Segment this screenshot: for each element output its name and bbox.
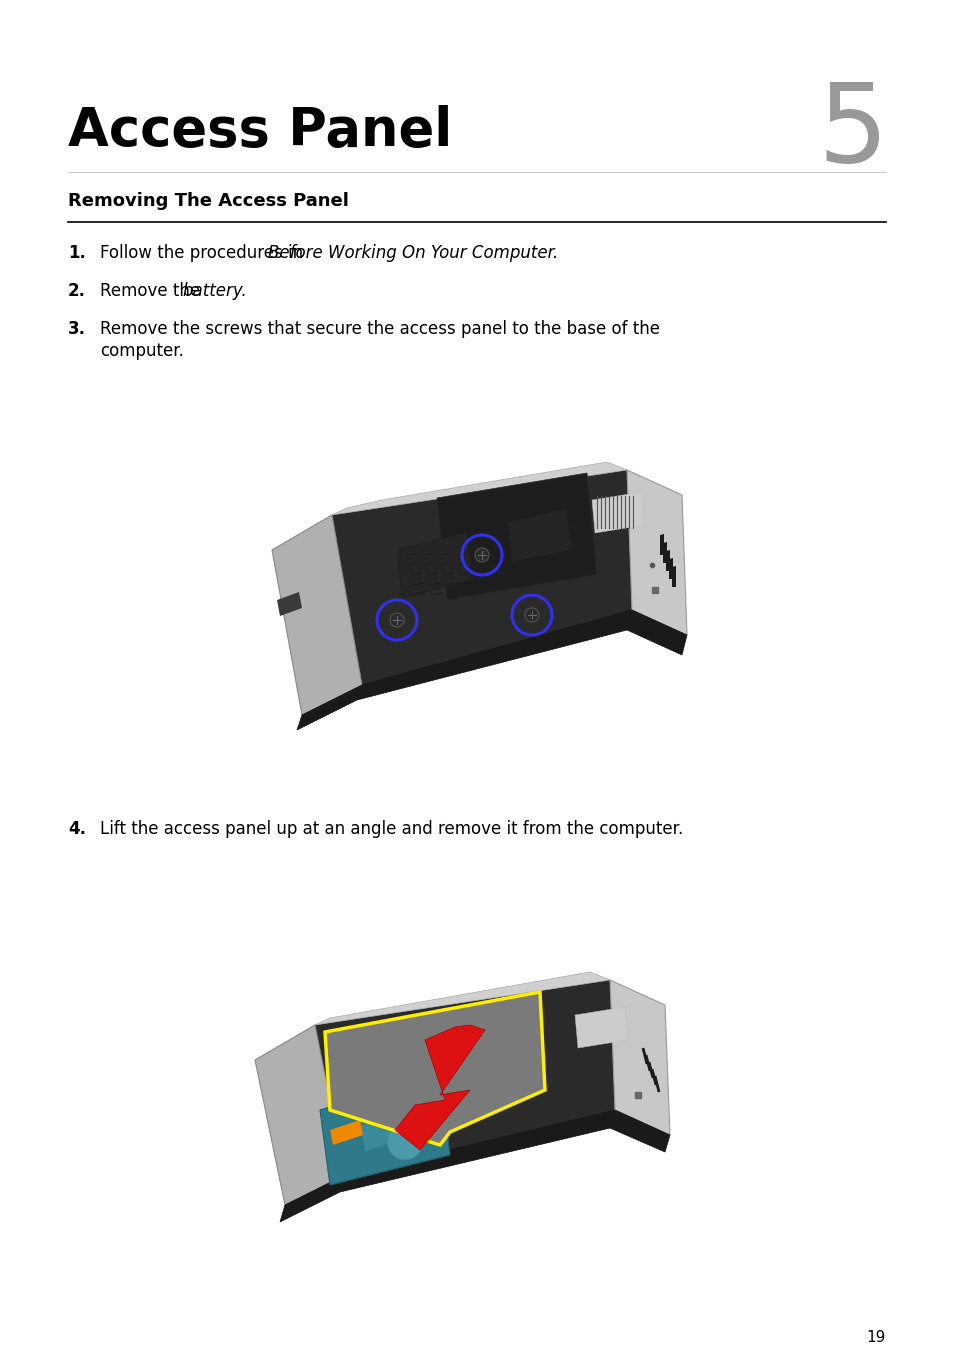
Text: Remove the screws that secure the access panel to the base of the: Remove the screws that secure the access… (100, 320, 659, 337)
Polygon shape (276, 591, 302, 616)
Text: 3.: 3. (68, 320, 86, 337)
Circle shape (387, 1124, 422, 1160)
Polygon shape (314, 973, 609, 1024)
Polygon shape (280, 1111, 669, 1223)
Text: Removing The Access Panel: Removing The Access Panel (68, 193, 349, 210)
Text: battery.: battery. (182, 281, 247, 301)
Polygon shape (254, 1024, 345, 1205)
Text: 19: 19 (865, 1330, 885, 1346)
Polygon shape (668, 557, 672, 579)
Polygon shape (319, 1075, 450, 1184)
Polygon shape (436, 473, 597, 600)
Polygon shape (671, 566, 676, 587)
Text: Before Working On Your Computer.: Before Working On Your Computer. (268, 245, 558, 262)
Polygon shape (325, 992, 544, 1145)
Polygon shape (396, 531, 472, 598)
Polygon shape (665, 550, 669, 571)
Polygon shape (330, 1120, 363, 1145)
Text: Follow the procedures in: Follow the procedures in (100, 245, 308, 262)
Text: 5: 5 (817, 78, 887, 184)
Text: computer.: computer. (100, 342, 184, 361)
Polygon shape (272, 515, 361, 714)
Polygon shape (575, 1007, 627, 1048)
Polygon shape (332, 462, 626, 515)
Polygon shape (506, 508, 572, 561)
Text: Remove the: Remove the (100, 281, 205, 301)
Circle shape (475, 548, 489, 561)
Polygon shape (626, 470, 686, 635)
Polygon shape (332, 470, 631, 684)
Polygon shape (662, 542, 666, 563)
Polygon shape (395, 1024, 484, 1150)
Polygon shape (592, 492, 644, 533)
Polygon shape (314, 979, 615, 1175)
Polygon shape (359, 1108, 415, 1152)
Text: 1.: 1. (68, 245, 86, 262)
Text: Lift the access panel up at an angle and remove it from the computer.: Lift the access panel up at an angle and… (100, 820, 682, 837)
Polygon shape (296, 611, 686, 729)
Circle shape (524, 608, 538, 622)
Text: Access Panel: Access Panel (68, 105, 452, 157)
Text: 2.: 2. (68, 281, 86, 301)
Polygon shape (609, 979, 669, 1135)
Polygon shape (659, 534, 663, 555)
Circle shape (390, 613, 403, 627)
Text: 4.: 4. (68, 820, 86, 837)
